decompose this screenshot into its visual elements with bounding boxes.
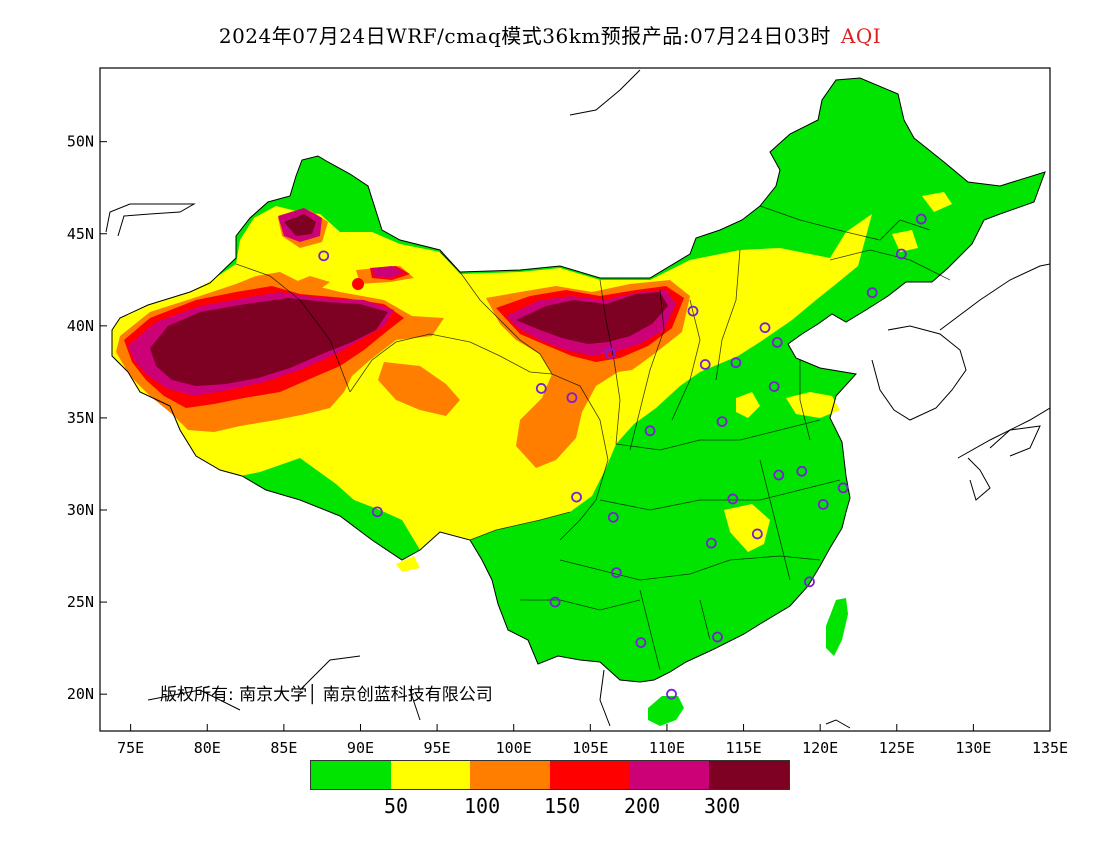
station-marker xyxy=(751,528,763,540)
station-marker xyxy=(635,637,647,648)
lon-tick-label: 120E xyxy=(802,739,838,757)
lat-tick-label: 45N xyxy=(67,225,94,243)
station-marker xyxy=(837,482,849,494)
lon-tick-label: 105E xyxy=(572,739,608,757)
taiwan-island xyxy=(826,598,848,656)
lon-tick-label: 100E xyxy=(496,739,532,757)
lat-tick-label: 40N xyxy=(67,317,94,335)
lat-tick-label: 20N xyxy=(67,685,94,703)
lon-tick-label: 130E xyxy=(955,739,991,757)
legend-swatch xyxy=(709,761,790,789)
station-marker xyxy=(566,392,578,404)
chart-title: 2024年07月24日WRF/cmaq模式36km预报产品:07月24日03时 A… xyxy=(0,20,1100,49)
legend-swatch xyxy=(629,761,710,789)
lon-tick-label: 115E xyxy=(725,739,761,757)
station-marker xyxy=(610,567,622,579)
latitude-axis: 50N 45N 40N 35N 30N 25N 20N xyxy=(67,133,107,703)
china-outline xyxy=(111,77,1046,683)
station-marker xyxy=(771,337,783,348)
station-marker xyxy=(759,322,771,334)
station-marker xyxy=(773,469,785,481)
legend-swatch xyxy=(311,761,391,789)
other-coastlines xyxy=(105,69,1050,729)
station-marker xyxy=(712,631,723,643)
station-marker xyxy=(535,383,547,394)
lon-tick-label: 85E xyxy=(270,739,297,757)
station-marker xyxy=(915,213,927,225)
lon-tick-label: 90E xyxy=(347,739,374,757)
lon-tick-label: 110E xyxy=(649,739,685,757)
station-marker xyxy=(768,381,780,393)
hainan-island xyxy=(648,696,684,726)
title-variable: AQI xyxy=(840,24,882,48)
lat-tick-label: 50N xyxy=(67,133,94,151)
legend-swatch xyxy=(470,761,551,789)
station-marker xyxy=(727,493,739,505)
lat-tick-label: 35N xyxy=(67,409,94,427)
station-marker xyxy=(371,506,383,518)
aqi-zone-hazardous xyxy=(150,298,388,386)
plot-frame xyxy=(99,67,1051,732)
station-marker xyxy=(604,348,616,359)
lat-tick-label: 30N xyxy=(67,501,94,519)
station-marker xyxy=(549,596,561,608)
station-marker xyxy=(318,250,330,262)
legend-label: 300 xyxy=(704,794,741,818)
station-markers xyxy=(318,213,927,700)
province-boundaries xyxy=(235,205,951,671)
lon-tick-label: 80E xyxy=(194,739,221,757)
lon-tick-label: 75E xyxy=(117,739,144,757)
lon-tick-label: 125E xyxy=(879,739,915,757)
station-marker xyxy=(607,511,619,523)
title-text: 2024年07月24日WRF/cmaq模式36km预报产品:07月24日03时 xyxy=(218,24,831,48)
station-marker xyxy=(895,248,907,260)
lon-tick-label: 135E xyxy=(1032,739,1068,757)
legend-label: 50 xyxy=(384,794,409,818)
station-marker xyxy=(699,359,711,370)
station-marker xyxy=(705,537,717,549)
legend-label: 200 xyxy=(624,794,661,818)
station-marker xyxy=(730,357,742,369)
station-marker xyxy=(796,465,808,477)
legend-label: 150 xyxy=(544,794,581,818)
lat-tick-label: 25N xyxy=(67,593,94,611)
station-marker xyxy=(866,287,878,299)
legend-swatch xyxy=(390,761,471,789)
copyright-notice: 版权所有: 南京大学│ 南京创蓝科技有限公司 xyxy=(160,685,493,705)
color-legend xyxy=(310,760,790,790)
station-marker xyxy=(804,576,815,588)
legend-swatch xyxy=(550,761,630,789)
lon-tick-label: 95E xyxy=(424,739,451,757)
station-marker xyxy=(571,491,582,503)
legend-label: 100 xyxy=(464,794,501,818)
longitude-axis: 75E 80E 85E 90E 95E 100E 105E 110E 115E 120E 125E 1… xyxy=(117,724,1068,757)
station-marker xyxy=(817,499,829,510)
station-marker xyxy=(666,688,677,700)
station-marker xyxy=(644,425,656,437)
station-marker xyxy=(716,416,728,428)
station-marker xyxy=(687,305,699,317)
